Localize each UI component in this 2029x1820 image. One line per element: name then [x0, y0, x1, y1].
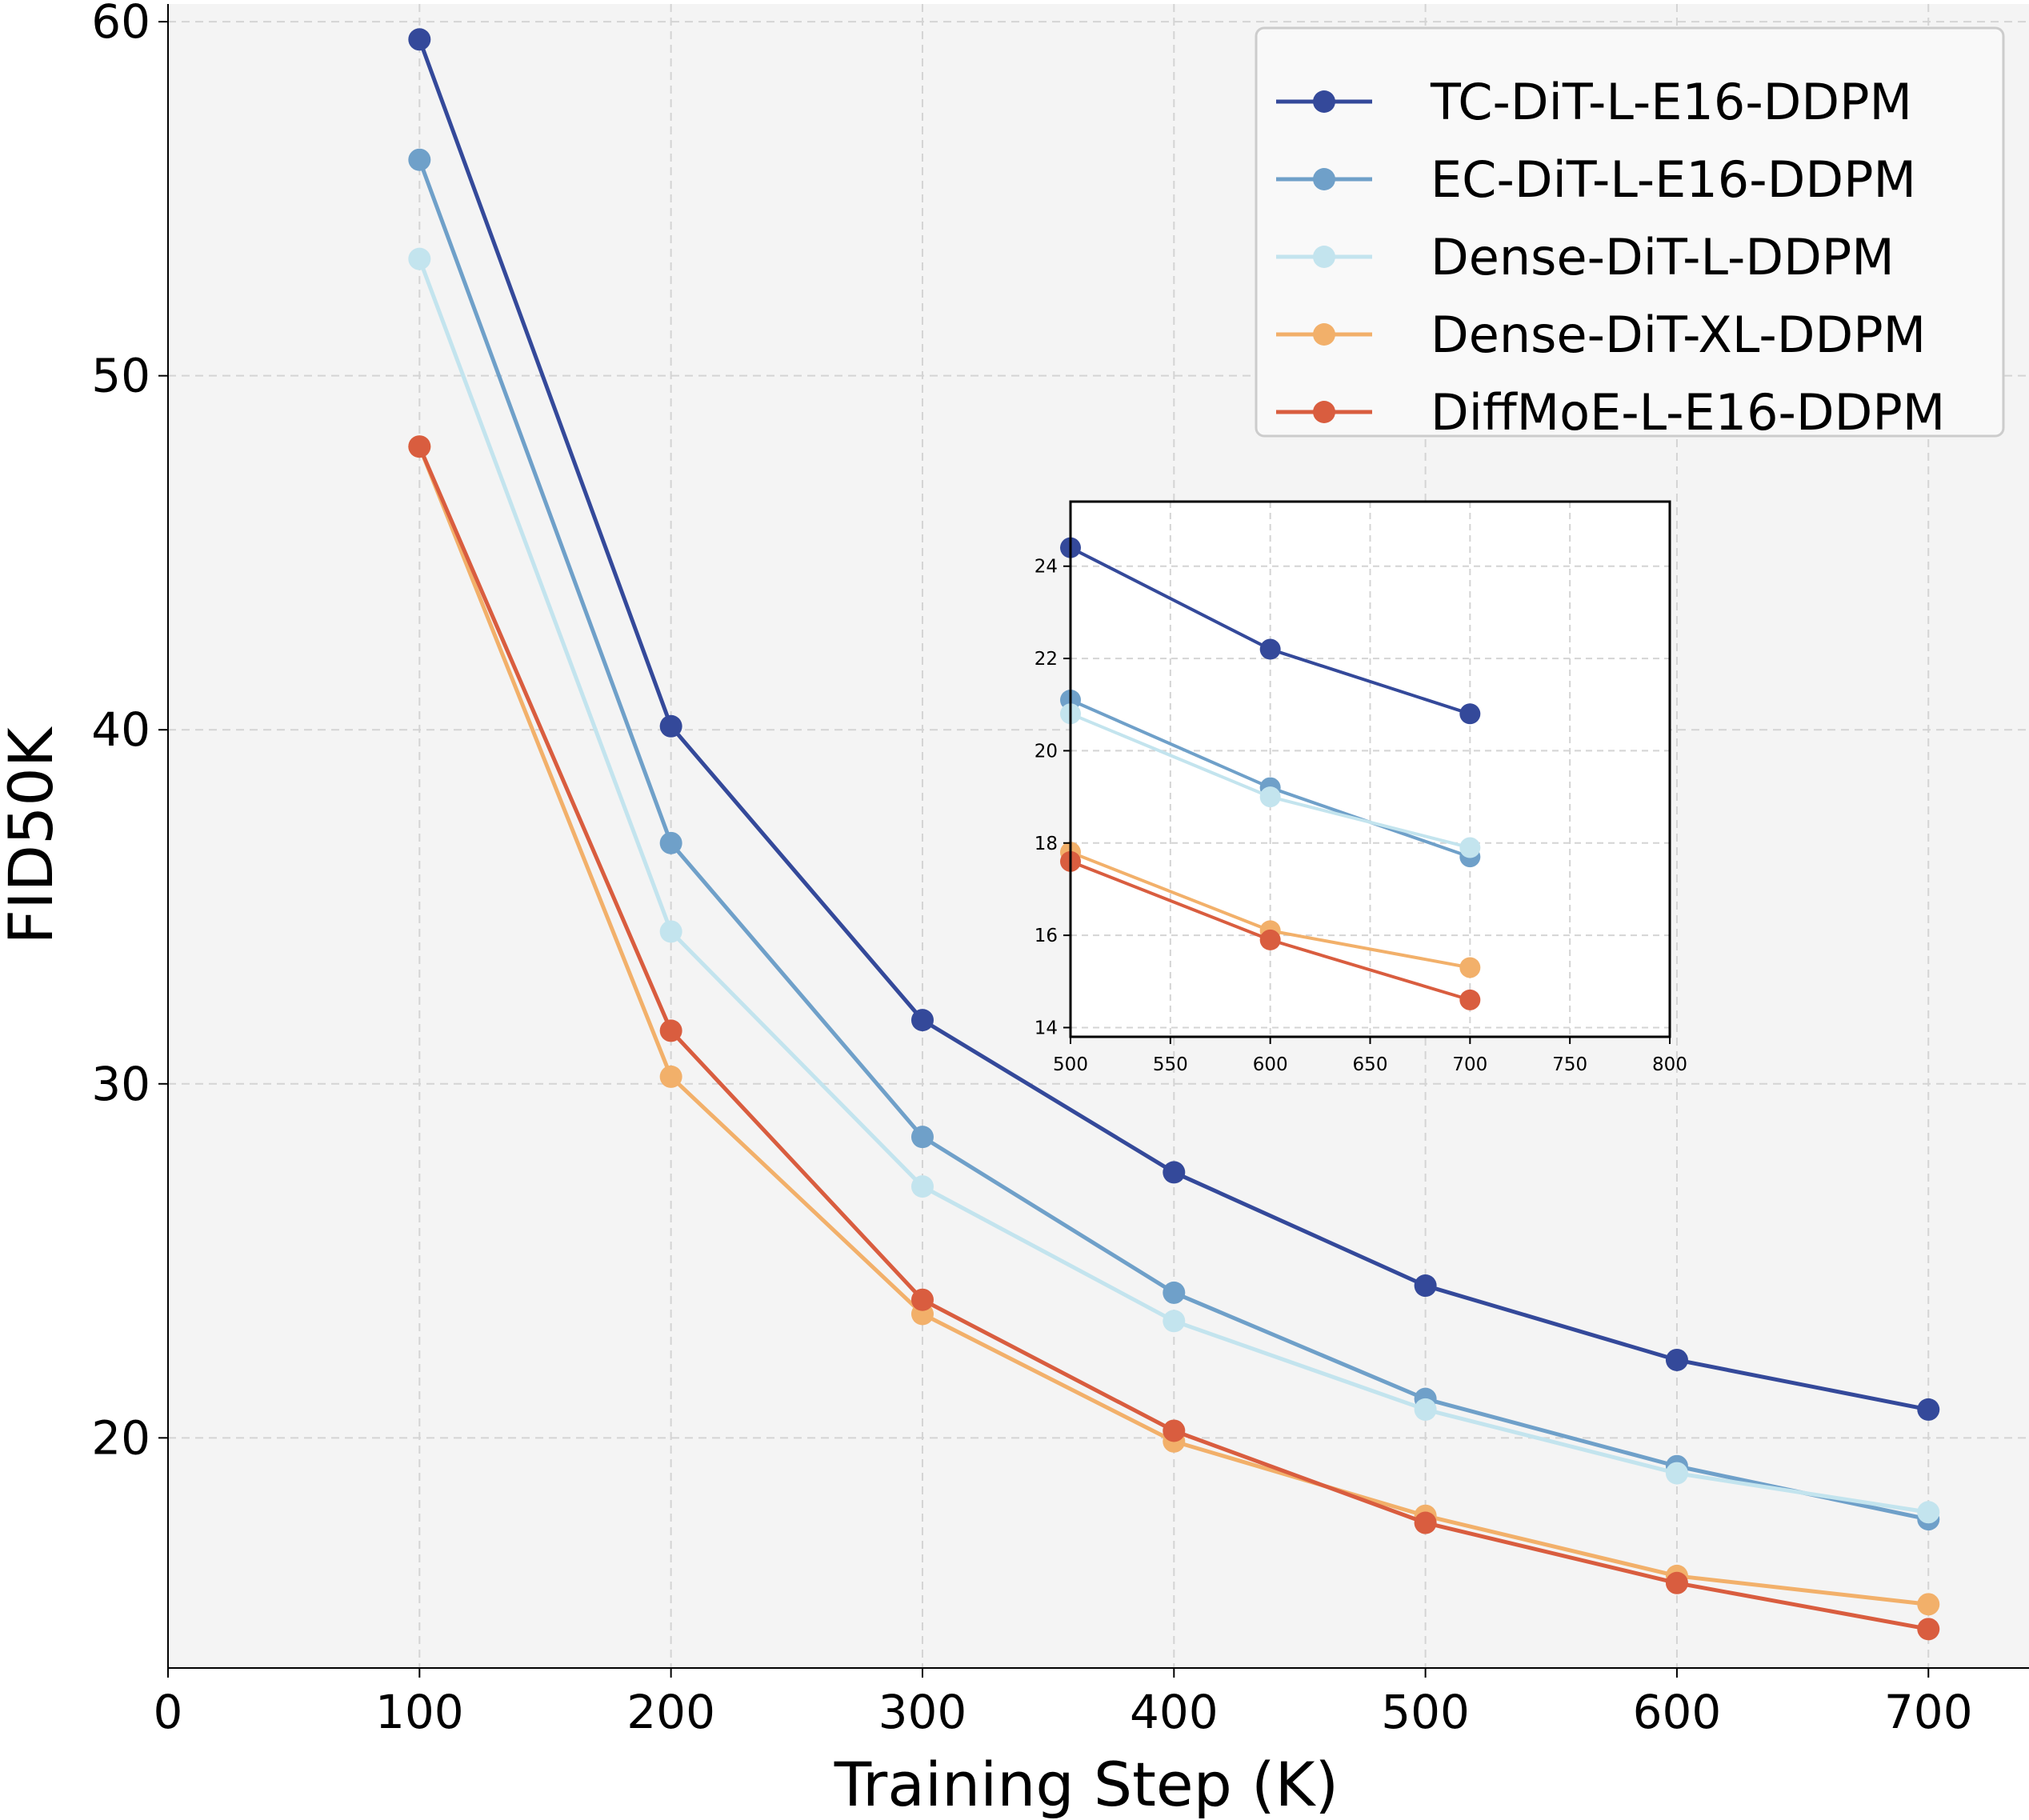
- y-axis-title: FID50K: [0, 726, 66, 944]
- legend-box: [1255, 26, 2005, 438]
- legend-label: EC-DiT-L-E16-DDPM: [1431, 150, 1916, 209]
- x-axis-title: Training Step (K): [834, 1749, 1339, 1820]
- x-tick-label: 700: [1884, 1685, 1973, 1739]
- inset-x-tick-label: 750: [1552, 1054, 1587, 1075]
- data-point-ec-dit-l-e16-ddpm: [408, 148, 431, 171]
- data-point-tc-dit-l-e16-ddpm: [1414, 1274, 1437, 1298]
- data-point-dense-dit-l-ddpm: [1414, 1398, 1437, 1421]
- inset-data-point-tc-dit-l-e16-ddpm: [1459, 703, 1481, 725]
- inset-y-tick-label: 14: [1035, 1018, 1058, 1038]
- data-point-diffmoe-l-e16-ddpm: [1163, 1419, 1186, 1442]
- data-point-tc-dit-l-e16-ddpm: [659, 714, 682, 738]
- inset-x-tick-label: 650: [1353, 1054, 1388, 1075]
- legend-label: DiffMoE-L-E16-DDPM: [1431, 383, 1945, 442]
- legend-label: Dense-DiT-XL-DDPM: [1431, 306, 1926, 364]
- data-point-tc-dit-l-e16-ddpm: [1917, 1398, 1940, 1421]
- data-point-dense-dit-l-ddpm: [1163, 1310, 1186, 1333]
- data-point-tc-dit-l-e16-ddpm: [408, 28, 431, 51]
- x-tick-label: 100: [375, 1685, 464, 1739]
- legend-marker-tc-dit-l-e16-ddpm: [1313, 90, 1335, 113]
- data-point-dense-dit-l-ddpm: [910, 1175, 934, 1198]
- inset-plot: 500 550 600 650 700 750 800 14 16 18 20 22 24: [1035, 500, 1687, 1075]
- legend-entry-dense-dit-l-ddpm: Dense-DiT-L-DDPM: [1276, 228, 1895, 286]
- inset-y-tick-label: 18: [1035, 834, 1058, 854]
- legend-entry-diffmoe-l-e16-ddpm: DiffMoE-L-E16-DDPM: [1276, 383, 1945, 442]
- y-tick-label: 20: [91, 1410, 150, 1465]
- data-point-dense-dit-xl-ddpm: [659, 1065, 682, 1088]
- data-point-tc-dit-l-e16-ddpm: [910, 1009, 934, 1032]
- inset-y-tick-label: 16: [1035, 926, 1058, 946]
- inset-series-dense-dit-l-ddpm: [1060, 703, 1481, 858]
- x-tick-label: 600: [1633, 1685, 1722, 1739]
- inset-x-tick-label: 800: [1652, 1054, 1687, 1075]
- data-point-tc-dit-l-e16-ddpm: [1163, 1161, 1186, 1184]
- legend-entry-dense-dit-xl-ddpm: Dense-DiT-XL-DDPM: [1276, 306, 1926, 364]
- series-diffmoe-l-e16-ddpm: [408, 435, 1940, 1641]
- data-point-dense-dit-xl-ddpm: [1917, 1593, 1940, 1616]
- series-tc-dit-l-e16-ddpm: [408, 28, 1940, 1421]
- inset-x-tick-label: 700: [1452, 1054, 1487, 1075]
- data-point-diffmoe-l-e16-ddpm: [1414, 1511, 1437, 1534]
- data-point-ec-dit-l-e16-ddpm: [1163, 1281, 1186, 1304]
- data-point-diffmoe-l-e16-ddpm: [1917, 1618, 1940, 1641]
- data-point-diffmoe-l-e16-ddpm: [910, 1288, 934, 1311]
- legend-label: TC-DiT-L-E16-DDPM: [1430, 73, 1912, 131]
- data-point-dense-dit-l-ddpm: [408, 247, 431, 270]
- inset-data-point-dense-dit-l-ddpm: [1259, 786, 1281, 808]
- inset-data-point-tc-dit-l-e16-ddpm: [1259, 638, 1281, 660]
- inset-data-point-dense-dit-l-ddpm: [1459, 837, 1481, 858]
- data-point-diffmoe-l-e16-ddpm: [1665, 1571, 1688, 1594]
- data-point-diffmoe-l-e16-ddpm: [659, 1019, 682, 1042]
- y-tick-label: 30: [91, 1057, 150, 1111]
- inset-y-tick-label: 22: [1035, 649, 1058, 670]
- y-tick-label: 40: [91, 702, 150, 757]
- series-dense-dit-l-ddpm: [408, 247, 1940, 1524]
- data-point-diffmoe-l-e16-ddpm: [408, 435, 431, 458]
- inset-series-tc-dit-l-e16-ddpm: [1060, 537, 1481, 725]
- x-tick-label: 500: [1381, 1685, 1470, 1739]
- inset-x-tick-label: 600: [1253, 1054, 1288, 1075]
- legend-marker-ec-dit-l-e16-ddpm: [1313, 168, 1335, 190]
- y-tick-label: 60: [91, 0, 150, 49]
- inset-y-tick-label: 24: [1035, 557, 1058, 578]
- legend-label: Dense-DiT-L-DDPM: [1431, 228, 1895, 286]
- legend-marker-dense-dit-xl-ddpm: [1313, 323, 1335, 346]
- data-point-ec-dit-l-e16-ddpm: [659, 831, 682, 854]
- x-tick-label: 0: [154, 1685, 183, 1739]
- legend-marker-dense-dit-l-ddpm: [1313, 246, 1335, 268]
- data-point-tc-dit-l-e16-ddpm: [1665, 1348, 1688, 1371]
- inset-y-tick-label: 20: [1035, 741, 1058, 762]
- data-point-dense-dit-l-ddpm: [1665, 1462, 1688, 1485]
- data-point-dense-dit-l-ddpm: [659, 920, 682, 943]
- inset-data-point-diffmoe-l-e16-ddpm: [1459, 989, 1481, 1010]
- legend-marker-diffmoe-l-e16-ddpm: [1313, 401, 1335, 423]
- legend-entry-ec-dit-l-e16-ddpm: EC-DiT-L-E16-DDPM: [1276, 150, 1916, 209]
- data-point-dense-dit-l-ddpm: [1917, 1501, 1940, 1524]
- legend: TC-DiT-L-E16-DDPM EC-DiT-L-E16-DDPM Dense-…: [1255, 26, 2005, 442]
- inset-x-tick-label: 500: [1053, 1054, 1088, 1075]
- inset-data-point-diffmoe-l-e16-ddpm: [1259, 929, 1281, 950]
- inset-data-point-dense-dit-xl-ddpm: [1459, 957, 1481, 978]
- inset-x-tick-label: 550: [1153, 1054, 1188, 1075]
- x-tick-label: 300: [878, 1685, 967, 1739]
- y-tick-label: 50: [91, 349, 150, 403]
- x-tick-label: 400: [1130, 1685, 1219, 1739]
- legend-entry-tc-dit-l-e16-ddpm: TC-DiT-L-E16-DDPM: [1276, 73, 1912, 131]
- data-point-ec-dit-l-e16-ddpm: [910, 1126, 934, 1149]
- x-tick-label: 200: [626, 1685, 715, 1739]
